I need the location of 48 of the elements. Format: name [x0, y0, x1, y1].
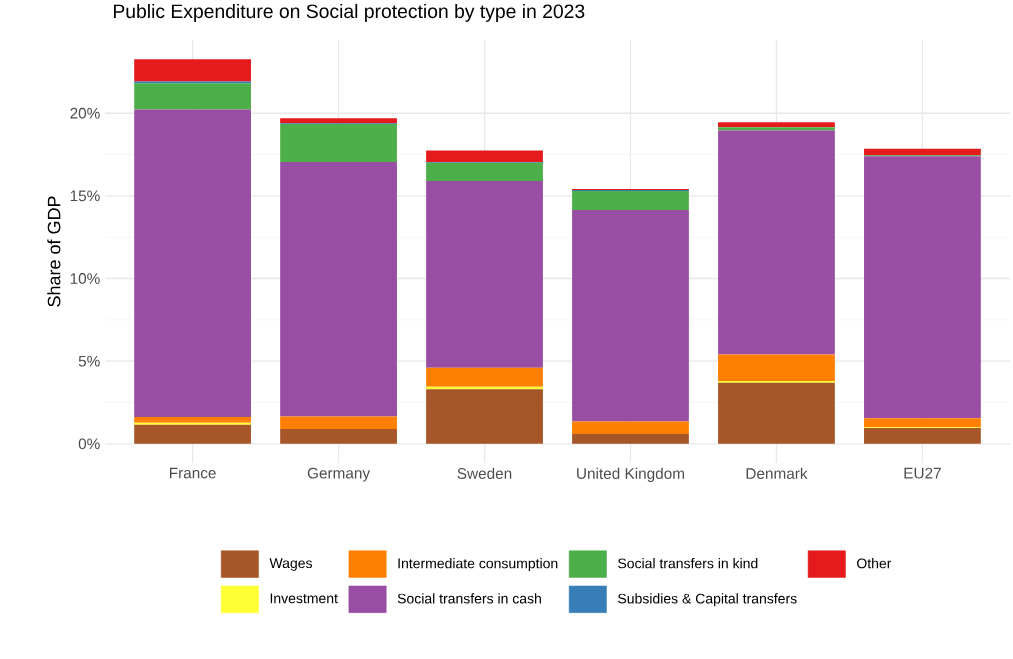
legend-label: Subsidies & Capital transfers	[618, 593, 797, 607]
bar	[718, 122, 835, 128]
bar	[134, 83, 251, 110]
legend-label: Wages	[269, 558, 313, 571]
legend-label: Social transfers in kind	[618, 558, 758, 569]
bar	[134, 424, 251, 444]
bar	[426, 389, 543, 444]
bar	[572, 433, 689, 444]
legend-label: Intermediate consumption	[398, 558, 558, 572]
bar	[864, 148, 981, 156]
bar	[718, 127, 835, 131]
y-axis-title: Share of GDP	[47, 196, 61, 307]
bar	[280, 416, 397, 429]
legend-label: Social transfers in cash	[397, 593, 541, 604]
bar	[718, 354, 835, 382]
bar	[134, 417, 251, 423]
legend-label: Other	[857, 558, 892, 569]
bar	[864, 156, 981, 419]
bar	[572, 190, 689, 210]
bar	[864, 428, 981, 444]
x-tick-label: Germany	[307, 467, 371, 482]
y-tick-label: 5%	[78, 355, 100, 367]
legend-label: Investment	[270, 593, 338, 604]
bar	[572, 209, 689, 422]
bar	[426, 367, 543, 387]
bar	[864, 418, 981, 428]
x-tick-label: Denmark	[746, 467, 808, 479]
y-tick-label: 10%	[70, 273, 100, 284]
chart-title: Public Expenditure on Social protection by type in 2023	[113, 3, 585, 22]
x-tick-label: France	[169, 467, 216, 479]
bar	[426, 150, 543, 162]
y-tick-label: 20%	[70, 107, 100, 119]
bar	[718, 130, 835, 355]
bar	[280, 123, 397, 162]
bar	[280, 161, 397, 417]
bar	[134, 59, 251, 82]
y-tick-label: 0%	[78, 438, 100, 450]
bar	[280, 428, 397, 444]
bar	[426, 162, 543, 181]
y-tick-label: 15%	[70, 190, 100, 202]
bar	[134, 109, 251, 418]
bar	[572, 421, 689, 434]
x-tick-label: Sweden	[457, 467, 512, 479]
bar	[426, 181, 543, 368]
x-tick-label: United Kingdom	[577, 467, 684, 482]
x-tick-label: EU27	[904, 467, 941, 479]
bar	[280, 118, 397, 124]
bar	[718, 382, 835, 444]
